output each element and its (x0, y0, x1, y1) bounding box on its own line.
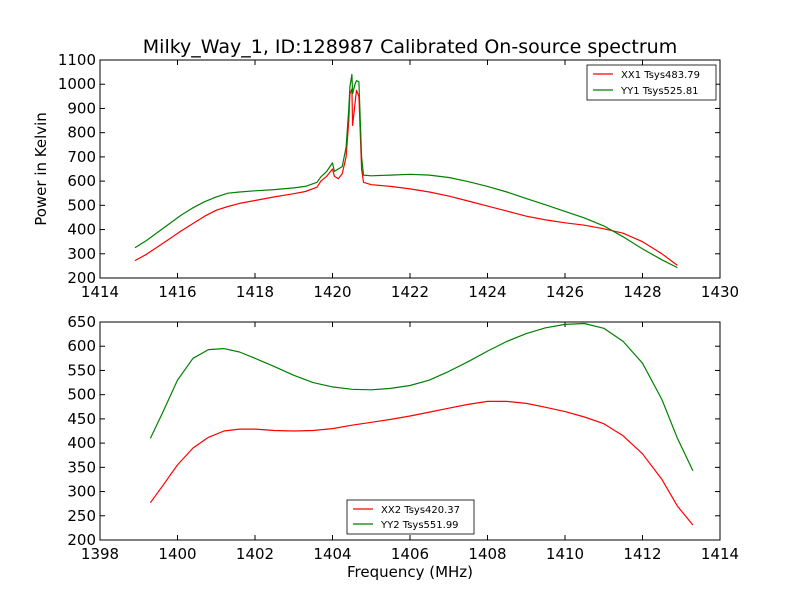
top-ytick-label: 700 (67, 148, 96, 166)
top-chart-legend: XX1 Tsys483.79 YY1 Tsys525.81 (586, 64, 717, 101)
bottom-xtick-label: 1412 (623, 545, 661, 563)
top-chart-series (134, 73, 678, 269)
top-xtick-label: 1422 (391, 283, 429, 301)
top-chart-ylabel: Power in Kelvin (32, 112, 50, 226)
bottom-chart-ticks: 1398 1400 1402 1404 1406 1408 1410 1412 1414 200 2… (67, 313, 739, 563)
top-ytick-label: 800 (67, 124, 96, 142)
bottom-ytick-label: 200 (67, 531, 96, 549)
top-ytick-label: 900 (67, 99, 96, 117)
top-ytick-label: 1000 (58, 75, 96, 93)
bottom-legend-label-xx2: XX2 Tsys420.37 (381, 505, 460, 516)
bottom-xtick-label: 1406 (391, 545, 429, 563)
bottom-ytick-label: 250 (67, 507, 96, 525)
bottom-ytick-label: 650 (67, 313, 96, 331)
bottom-legend-label-yy2: YY2 Tsys551.99 (380, 520, 459, 531)
top-chart: 1414 1416 1418 1420 1422 1424 1426 1428 1430 200 3… (32, 51, 739, 301)
bottom-chart-series (149, 322, 694, 526)
top-legend-label-yy1: YY1 Tsys525.81 (620, 86, 699, 97)
top-chart-ticks: 1414 1416 1418 1420 1422 1424 1426 1428 1430 200 3… (58, 51, 739, 301)
bottom-ytick-label: 550 (67, 361, 96, 379)
top-xtick-label: 1414 (81, 283, 119, 301)
chart-title: Milky_Way_1, ID:128987 Calibrated On-sou… (143, 36, 677, 58)
bottom-ytick-label: 450 (67, 410, 96, 428)
top-ytick-label: 200 (67, 269, 96, 287)
top-ytick-label: 600 (67, 172, 96, 190)
bottom-ytick-label: 600 (67, 337, 96, 355)
top-ytick-label: 500 (67, 196, 96, 214)
bottom-chart-legend: XX2 Tsys420.37 YY2 Tsys551.99 (346, 499, 475, 535)
top-series-line-xx (134, 88, 678, 266)
bottom-xtick-label: 1402 (236, 545, 274, 563)
top-xtick-label: 1428 (623, 283, 661, 301)
bottom-series-line-yy (149, 322, 694, 471)
bottom-xtick-label: 1400 (158, 545, 196, 563)
bottom-ytick-label: 350 (67, 458, 96, 476)
bottom-xtick-label: 1404 (313, 545, 351, 563)
top-ytick-label: 300 (67, 245, 96, 263)
bottom-series-line-xx (149, 400, 694, 526)
bottom-legend-box (346, 499, 475, 535)
bottom-ytick-label: 300 (67, 483, 96, 501)
bottom-xtick-label: 1414 (701, 545, 739, 563)
bottom-ytick-label: 500 (67, 386, 96, 404)
bottom-xtick-label: 1398 (81, 545, 119, 563)
top-legend-box (586, 64, 717, 101)
top-ytick-label: 400 (67, 221, 96, 239)
top-ytick-label: 1100 (58, 51, 96, 69)
bottom-xtick-label: 1408 (468, 545, 506, 563)
top-xtick-label: 1424 (468, 283, 506, 301)
bottom-chart: 1398 1400 1402 1404 1406 1408 1410 1412 1414 200 2… (67, 313, 739, 581)
top-xtick-label: 1420 (313, 283, 351, 301)
top-legend-label-xx1: XX1 Tsys483.79 (621, 70, 700, 81)
bottom-xtick-label: 1410 (546, 545, 584, 563)
bottom-ytick-label: 400 (67, 434, 96, 452)
top-xtick-label: 1416 (158, 283, 196, 301)
top-series-line-yy (134, 73, 678, 269)
bottom-chart-xlabel: Frequency (MHz) (347, 563, 473, 581)
top-xtick-label: 1430 (701, 283, 739, 301)
top-xtick-label: 1418 (236, 283, 274, 301)
top-xtick-label: 1426 (546, 283, 584, 301)
